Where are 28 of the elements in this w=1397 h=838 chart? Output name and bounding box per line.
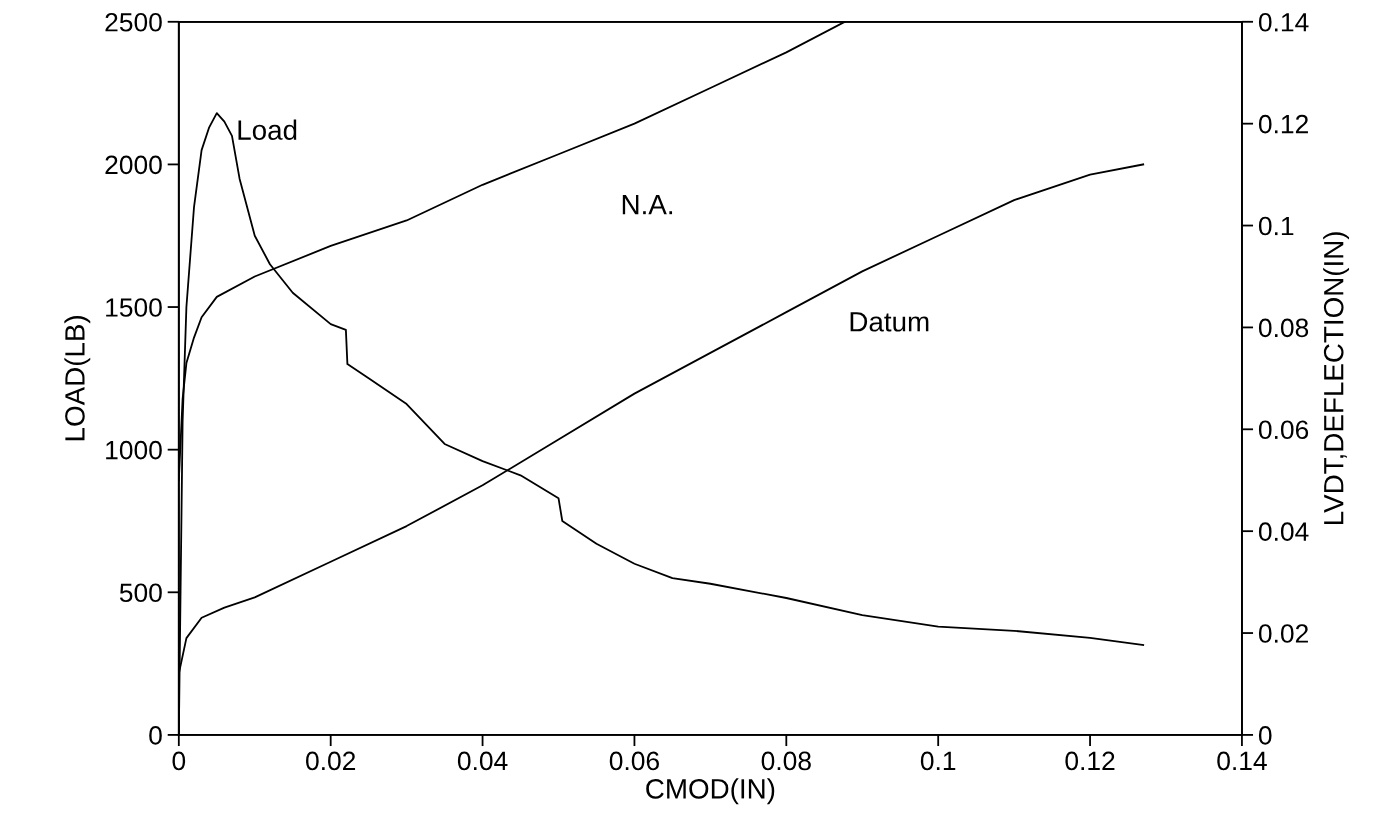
y2-tick-label: 0.08: [1258, 318, 1309, 338]
x-tick-label: 0.12: [1065, 751, 1115, 771]
y2-axis-title: LVDT,DEFLECTION(IN): [1323, 232, 1350, 524]
y-axis-title: LOAD(LB): [64, 316, 91, 441]
y2-tick-label: 0.1: [1258, 216, 1294, 236]
series-label: Datum: [850, 312, 929, 332]
y-tick-label: 2000: [105, 155, 162, 175]
y-tick-label: 1500: [106, 298, 162, 317]
series-label: Load: [238, 119, 297, 140]
y2-tick-label: 0.06: [1258, 420, 1309, 440]
text: N.A.: [622, 195, 673, 215]
x-tick-label: 0: [172, 751, 186, 771]
y2-tick-label: 0.14: [1258, 12, 1309, 32]
x-tick-label: 0.04: [457, 751, 508, 771]
y-tick-label: 1000: [106, 440, 162, 460]
x-axis-title: CMOD(IN): [646, 778, 775, 805]
y2-tick-label: 0.02: [1258, 624, 1308, 643]
x-tick-label: 0.1: [920, 751, 956, 771]
y2-tick-label: 0.04: [1258, 522, 1309, 541]
y-tick-label: 500: [119, 583, 162, 603]
x-tick-label: 0.14: [1217, 751, 1267, 771]
y-tick-label: 0: [149, 726, 162, 745]
x-tick-label: 0.02: [306, 751, 356, 771]
y2-tick-label: 0.12: [1258, 114, 1308, 134]
y-tick-label: 2500: [105, 12, 162, 32]
y2-tick-label: 0: [1258, 726, 1272, 745]
x-tick-label: 0.08: [761, 751, 811, 771]
x-tick-label: 0.06: [609, 751, 659, 771]
